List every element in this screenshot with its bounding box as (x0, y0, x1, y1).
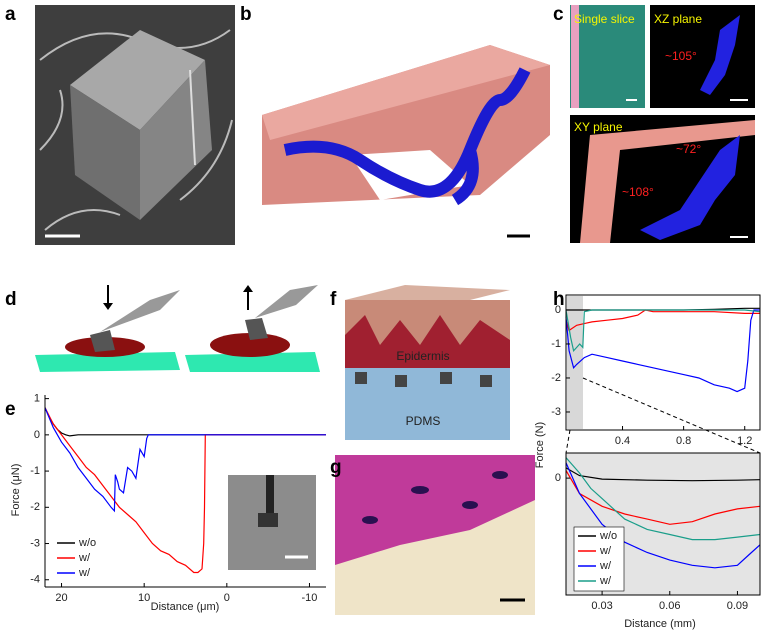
x-axis-label: Distance (mm) (624, 618, 696, 630)
data-line (44, 407, 326, 437)
y-tick-label: -3 (551, 406, 561, 418)
y-tick-label: -2 (30, 501, 40, 513)
layer-label: PDMS (406, 414, 441, 428)
legend-label: w/o (599, 530, 617, 542)
schematic-probe (35, 285, 320, 372)
slice-label: Single slice (574, 12, 635, 26)
data-line (565, 470, 761, 525)
y-tick-label: -1 (551, 338, 561, 350)
x-tick-label: 0 (224, 592, 230, 604)
legend-label: w/ (599, 545, 612, 557)
panel-label: a (5, 4, 16, 25)
3d-rendering (262, 45, 550, 238)
zoom-indicator (565, 296, 761, 454)
y-tick-label: -2 (551, 372, 561, 384)
x-tick-label: 0.8 (676, 435, 691, 447)
layer-label: Epidermis (396, 349, 449, 363)
data-line (565, 457, 761, 541)
x-tick-label: 1.2 (737, 435, 752, 447)
data-line (565, 309, 760, 332)
panel-label: h (553, 289, 565, 310)
x-tick-label: 10 (138, 592, 150, 604)
panel-label: d (5, 289, 17, 310)
microscopy-slices (570, 5, 755, 243)
x-tick-label: 0.06 (659, 600, 680, 612)
panel-labels: a b c d e f g h (5, 4, 565, 478)
y-axis-label: Force (N) (534, 422, 546, 468)
panel-label: b (240, 4, 252, 25)
data-line (565, 309, 760, 393)
slice-label: XY plane (574, 120, 623, 134)
x-tick-label: 20 (55, 592, 67, 604)
inset-photo (228, 475, 316, 570)
angle-label: ~72° (676, 142, 701, 156)
data-line (565, 467, 761, 482)
panel-label: g (330, 457, 342, 478)
plot-frame (565, 452, 761, 596)
legend-label: w/o (78, 537, 96, 549)
legend-label: w/ (78, 552, 91, 564)
panel-label: e (5, 399, 16, 420)
slice-label: XZ plane (654, 12, 702, 26)
data-line (44, 407, 326, 513)
x-tick-label: 0.03 (591, 600, 612, 612)
x-tick-label: 0.4 (615, 435, 630, 447)
x-axis-label: Distance (μm) (151, 601, 220, 613)
panel-label: f (330, 289, 337, 310)
data-line (565, 462, 761, 569)
data-line (565, 309, 761, 353)
angle-label: ~105° (665, 49, 697, 63)
panel-label: c (553, 4, 564, 25)
skin-model (345, 285, 510, 440)
plot-frame (565, 294, 761, 431)
angle-label: ~108° (622, 185, 654, 199)
y-tick-label: 0 (555, 472, 561, 484)
x-tick-label: 0.09 (727, 600, 748, 612)
y-tick-label: 0 (555, 304, 561, 316)
y-tick-label: 1 (34, 393, 40, 405)
y-axis-label: Force (μN) (10, 464, 22, 517)
y-tick-label: 0 (34, 429, 40, 441)
legend-label: w/ (599, 560, 612, 572)
legend-label: w/ (599, 575, 612, 587)
x-tick-label: -10 (302, 592, 318, 604)
sem-image (35, 5, 235, 245)
y-tick-label: -1 (30, 465, 40, 477)
y-tick-label: -4 (30, 574, 40, 586)
y-tick-label: -3 (30, 537, 40, 549)
histology (335, 455, 535, 615)
legend-label: w/ (78, 567, 91, 579)
